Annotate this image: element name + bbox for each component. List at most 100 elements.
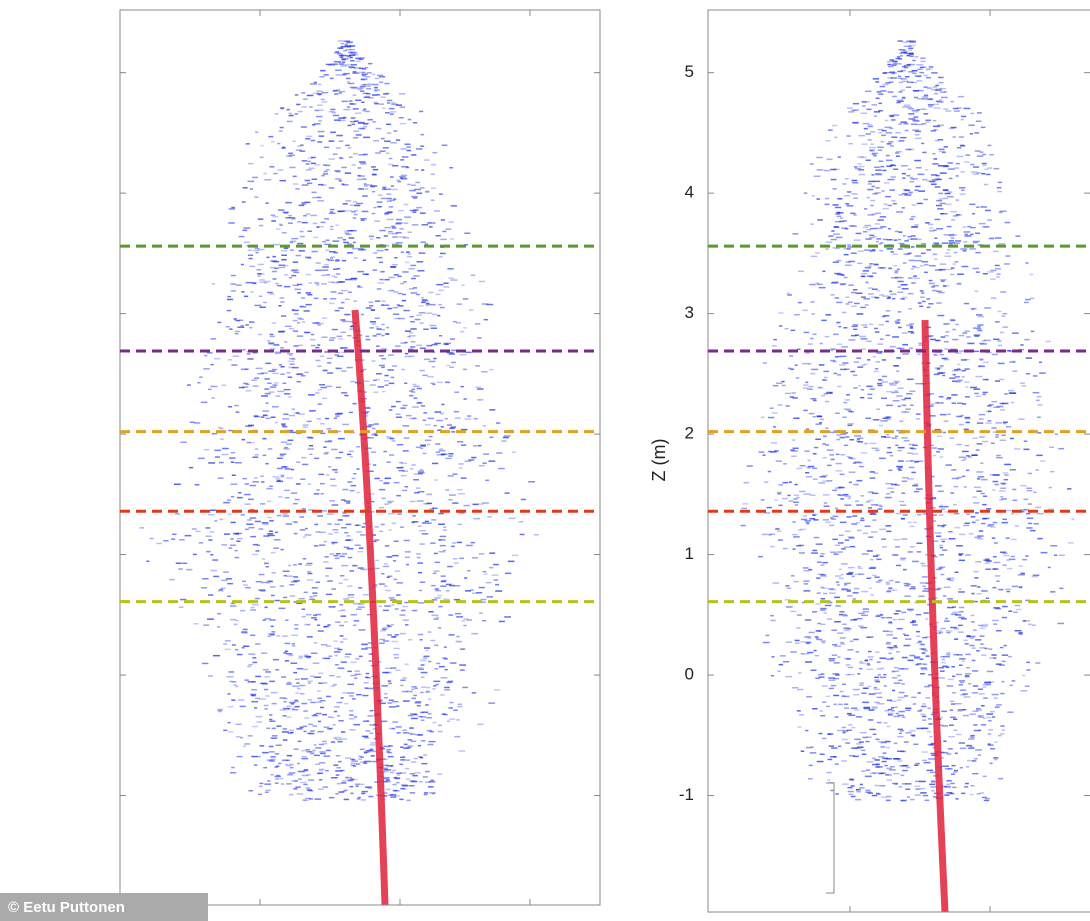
cloud-point [971,621,975,623]
cloud-point [286,523,292,525]
cloud-point [817,562,822,564]
cloud-point [321,493,324,495]
cloud-point [454,562,459,564]
cloud-point [211,338,217,340]
cloud-point [309,410,316,412]
cloud-point [365,76,370,78]
cloud-point [394,482,400,484]
cloud-point [425,440,431,442]
cloud-point [365,687,369,689]
cloud-point [404,356,410,358]
cloud-point [896,713,899,715]
cloud-point [296,412,299,414]
cloud-point [944,335,949,337]
cloud-point [345,172,351,174]
cloud-point [783,661,789,663]
cloud-point [418,562,423,564]
cloud-point [854,239,861,241]
cloud-point [315,110,319,112]
cloud-point [266,488,272,490]
cloud-point [898,281,904,283]
cloud-point [953,215,957,217]
cloud-point [443,526,446,528]
cloud-point [244,227,251,229]
cloud-point [421,677,425,679]
cloud-point [368,796,373,798]
cloud-point [983,165,987,167]
cloud-point [940,670,945,672]
cloud-point [856,480,862,482]
cloud-point [231,522,236,524]
cloud-point [266,566,269,568]
cloud-point [418,526,422,528]
cloud-point [984,169,988,171]
cloud-point [975,291,979,293]
cloud-point [434,668,438,670]
cloud-point [284,248,288,250]
cloud-point [365,111,370,113]
cloud-point [961,189,964,191]
cloud-point [409,727,414,729]
cloud-point [420,639,423,641]
cloud-point [414,714,418,716]
cloud-point [849,779,854,781]
cloud-point [419,312,426,314]
cloud-point [383,610,389,612]
cloud-point [914,491,919,493]
cloud-point [848,425,853,427]
cloud-point [335,664,339,666]
cloud-point [875,192,881,194]
cloud-point [958,591,965,593]
cloud-point [917,98,922,100]
cloud-point [988,411,991,413]
cloud-point [1006,537,1010,539]
cloud-point [845,203,849,205]
cloud-point [928,99,933,101]
cloud-point [1025,262,1028,264]
cloud-point [284,212,288,214]
cloud-point [1002,553,1008,555]
cloud-point [899,231,903,233]
cloud-point [985,210,991,212]
cloud-point [420,543,425,545]
cloud-point [338,583,342,585]
cloud-point [377,257,383,259]
cloud-point [377,206,381,208]
cloud-point [868,394,873,396]
cloud-point [342,101,348,103]
cloud-point [959,607,964,609]
cloud-point [431,780,434,782]
cloud-point [414,492,419,494]
cloud-point [869,147,876,149]
cloud-point [971,615,975,617]
cloud-point [976,519,980,521]
cloud-point [447,424,452,426]
cloud-point [815,603,820,605]
cloud-point [237,654,243,656]
cloud-point [1030,530,1035,532]
cloud-point [965,783,969,785]
cloud-point [348,66,354,68]
cloud-point [288,222,293,224]
cloud-point [1024,441,1028,443]
cloud-point [841,548,846,550]
cloud-point [396,232,402,234]
cloud-point [936,200,942,202]
cloud-point [293,672,297,674]
cloud-point [920,644,925,646]
cloud-point [504,435,511,437]
cloud-point [917,636,921,638]
cloud-point [259,698,266,700]
cloud-point [796,377,799,379]
cloud-point [295,628,299,630]
cloud-point [1014,448,1020,450]
cloud-point [269,581,273,583]
cloud-point [307,571,311,573]
cloud-point [791,450,798,452]
cloud-point [304,332,311,334]
cloud-point [824,506,830,508]
cloud-point [340,319,345,321]
cloud-point [836,454,839,456]
cloud-point [334,417,337,419]
cloud-point [811,223,814,225]
